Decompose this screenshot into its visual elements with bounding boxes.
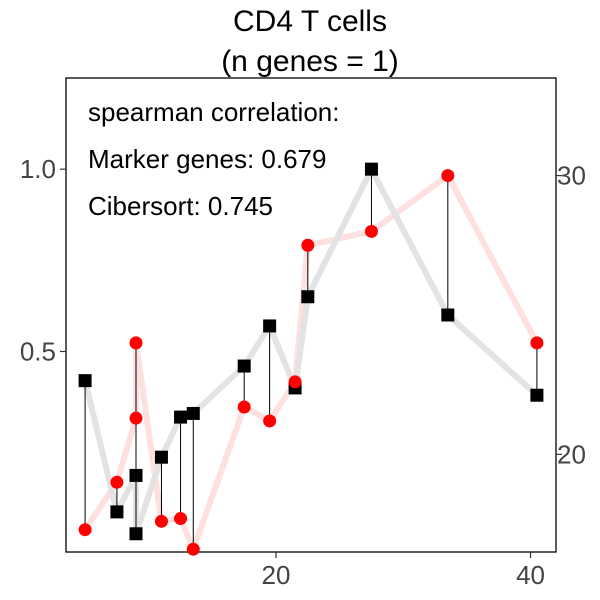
correlation-annotation: spearman correlation: [88,97,339,127]
square-point [154,450,168,464]
circle-point [78,523,92,537]
axis-layer: 0.5 1.0 20 30 20 40 [20,154,586,590]
square-point [237,359,251,373]
x-tick-label: 40 [516,560,545,590]
square-point [441,308,455,322]
correlation-annotation: Marker genes: 0.679 [88,144,326,174]
circle-point [129,411,143,425]
series-line-cibersort [82,172,540,553]
plot-layer [78,162,544,556]
circle-point [364,224,378,238]
circle-point [110,475,124,489]
circle-point [530,336,544,350]
annotation-layer: spearman correlation: Marker genes: 0.679… [88,97,339,221]
circle-point [288,375,302,389]
series-line-marker-genes [82,166,539,537]
chart-title: CD4 T cells [233,5,387,38]
correlation-annotation: Cibersort: 0.745 [88,191,273,221]
y-tick-label: 1.0 [20,154,56,184]
circle-point [174,512,188,526]
chart-subtitle: (n genes = 1) [221,45,399,78]
circle-point [263,414,277,428]
circle-point [237,400,251,414]
square-point [263,319,277,333]
square-point [174,410,188,424]
square-point [530,388,544,402]
circle-point [441,169,455,183]
x-tick-label: 20 [262,560,291,590]
y2-tick-label: 20 [557,439,586,469]
square-point [186,406,200,420]
square-point [364,162,378,176]
square-point [78,374,92,388]
circle-point [129,336,143,350]
circle-point [154,514,168,528]
circle-point [186,542,200,556]
y-tick-label: 0.5 [20,336,56,366]
plot-frame [65,77,557,553]
y2-tick-label: 30 [557,161,586,191]
square-point [301,290,315,304]
square-point [129,468,143,482]
circle-point [301,238,315,252]
square-point [129,527,143,541]
square-point [110,505,124,519]
